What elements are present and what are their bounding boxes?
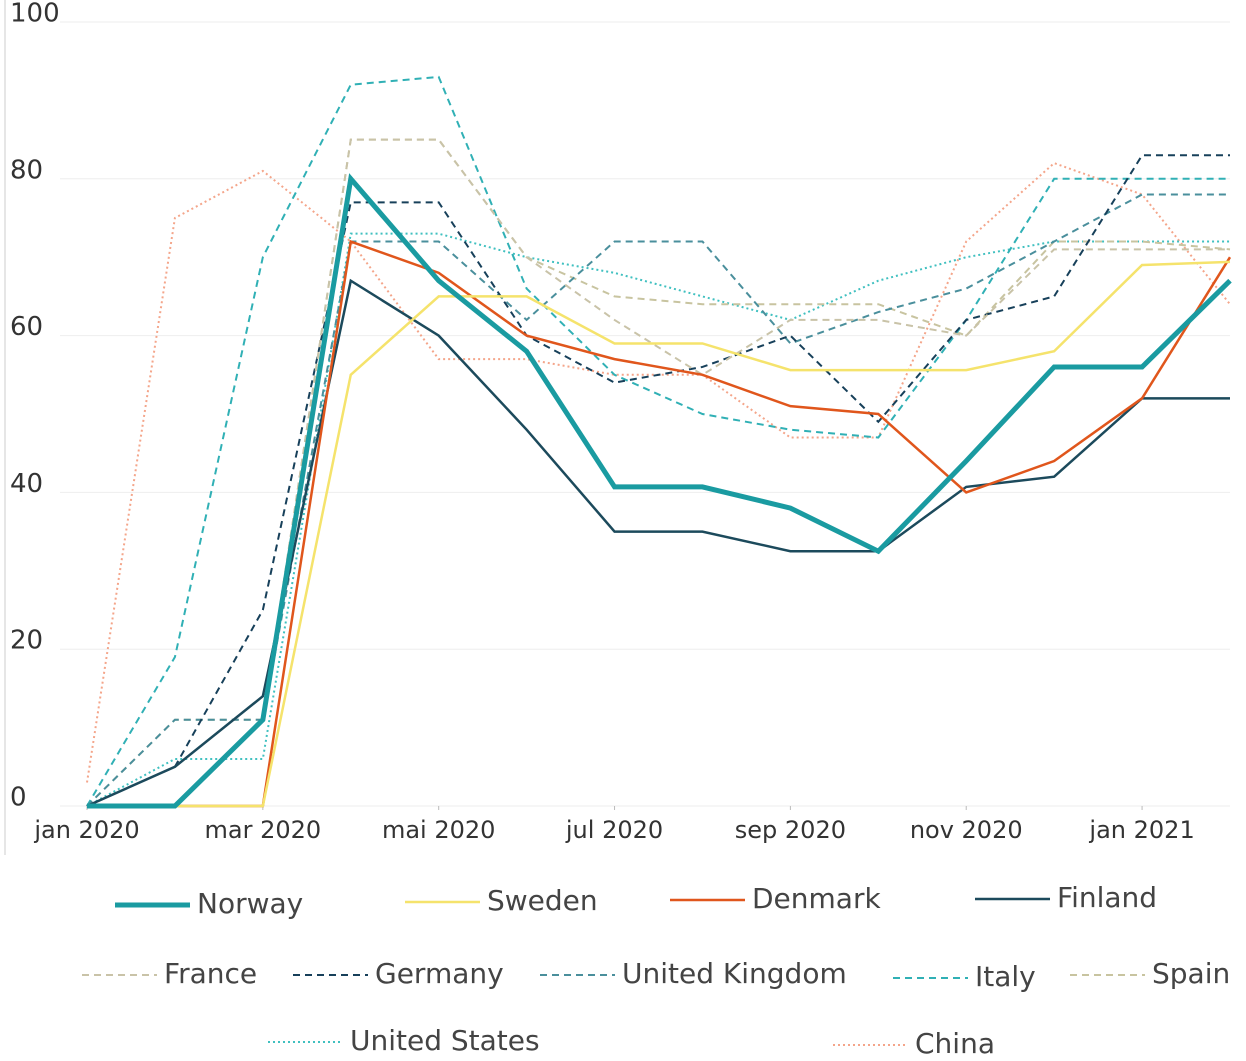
x-tick-label: mai 2020 [382, 816, 495, 844]
y-tick-label: 40 [10, 469, 43, 499]
legend-label: Germany [375, 957, 504, 990]
series-line [87, 260, 1231, 808]
series-line [86, 75, 1230, 807]
y-tick-label: 20 [10, 626, 43, 656]
series-line [86, 193, 1230, 807]
legend-label: Spain [1152, 957, 1230, 990]
legend-label: Italy [975, 960, 1036, 993]
legend-label: Sweden [487, 884, 598, 917]
legend-label: Denmark [752, 882, 881, 915]
x-tick-label: jan 2020 [33, 816, 139, 844]
legend-label: China [915, 1027, 995, 1060]
series-line [86, 154, 1230, 807]
series-line [87, 138, 1230, 807]
y-tick-label: 60 [10, 312, 43, 342]
x-tick-label: jan 2021 [1088, 816, 1194, 844]
legend-label: United Kingdom [622, 957, 847, 990]
series-line [86, 232, 1230, 807]
x-tick-label: mar 2020 [205, 816, 322, 844]
series-line [87, 173, 1232, 809]
legend-label: Finland [1057, 881, 1157, 914]
y-tick-label: 0 [10, 783, 27, 813]
x-tick-label: nov 2020 [910, 816, 1023, 844]
legend-label: France [164, 957, 257, 990]
y-tick-label: 100 [10, 0, 60, 29]
series-line [87, 239, 1232, 808]
y-tick-label: 80 [10, 155, 43, 185]
x-tick-label: sep 2020 [735, 816, 846, 844]
legend-label: United States [350, 1024, 540, 1057]
x-tick-label: jul 2020 [565, 816, 663, 844]
legend-label: Norway [197, 887, 303, 920]
